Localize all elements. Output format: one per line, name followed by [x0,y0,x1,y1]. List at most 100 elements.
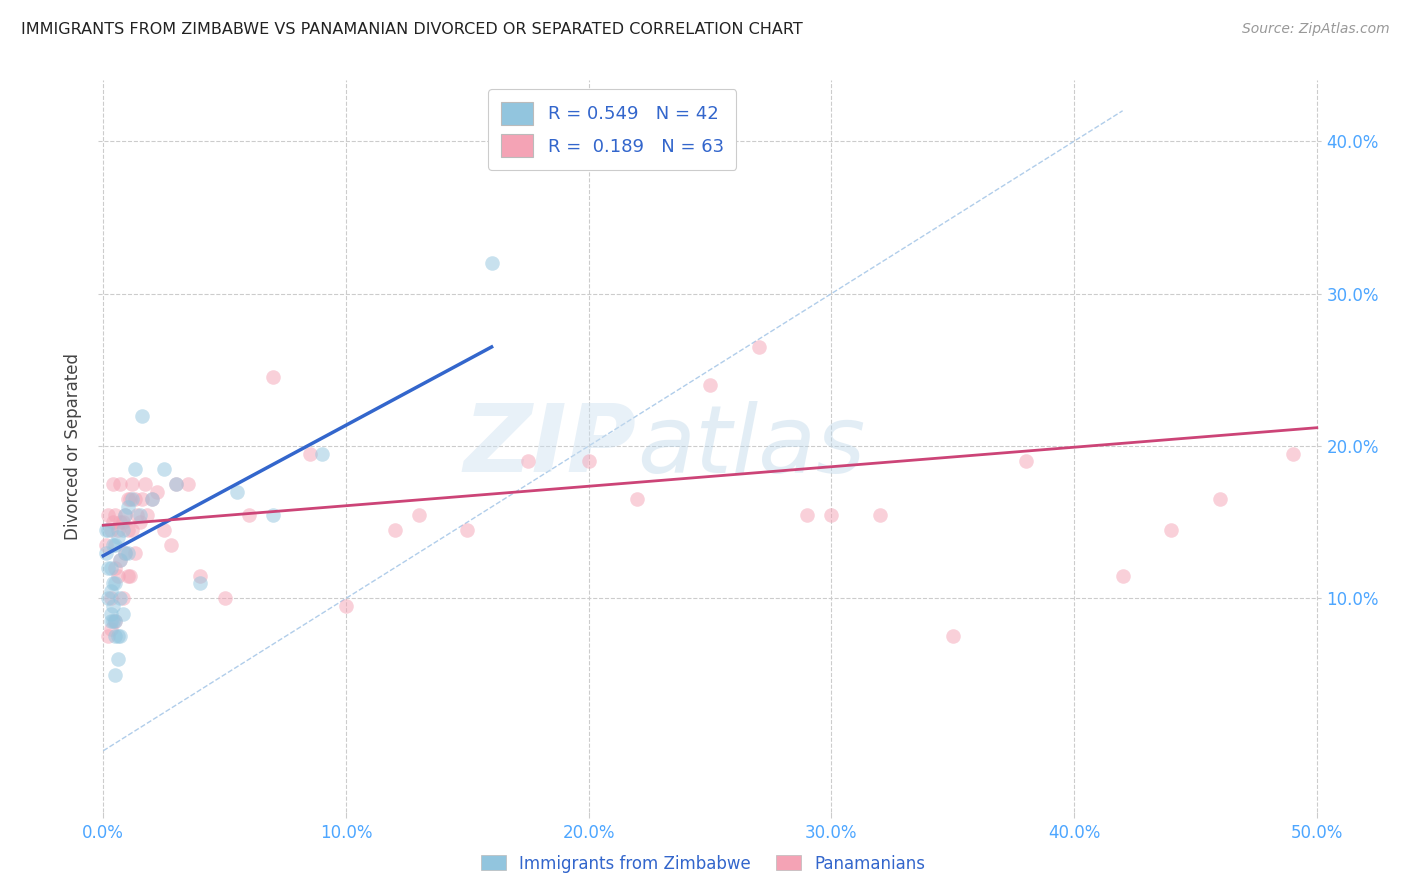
Point [97,508,120,522]
Point [124,462,146,476]
Point [481,256,503,270]
Legend: R = 0.549   N = 42, R =  0.189   N = 63: R = 0.549 N = 42, R = 0.189 N = 63 [488,89,737,170]
Point [104,576,127,591]
Point [177,477,200,491]
Point [117,568,139,582]
Point [188,568,212,582]
Point [128,515,150,529]
Point [107,652,129,666]
Point [238,508,260,522]
Point [1111,568,1133,582]
Point [114,508,136,522]
Point [335,599,357,613]
Point [101,599,124,613]
Point [121,523,143,537]
Point [517,454,540,468]
Point [1281,447,1303,461]
Point [124,492,146,507]
Point [110,553,132,567]
Point [127,508,149,522]
Point [262,508,284,522]
Text: Source: ZipAtlas.com: Source: ZipAtlas.com [1241,22,1389,37]
Point [101,576,124,591]
Point [110,515,132,529]
Point [1160,523,1182,537]
Point [104,614,127,628]
Point [107,530,129,544]
Point [97,561,120,575]
Point [111,591,134,606]
Point [100,614,122,628]
Point [104,630,127,644]
Point [94,546,117,560]
Point [97,591,120,606]
Point [101,515,124,529]
Point [101,614,124,628]
Point [128,508,150,522]
Point [311,447,333,461]
Point [107,523,129,537]
Point [298,447,321,461]
Point [110,630,132,644]
Point [101,538,124,552]
Point [262,370,284,384]
Point [820,508,842,522]
Y-axis label: Divorced or Separated: Divorced or Separated [65,352,83,540]
Text: atlas: atlas [637,401,865,491]
Point [145,484,167,499]
Point [100,583,122,598]
Point [134,477,156,491]
Point [626,492,648,507]
Point [111,607,134,621]
Point [114,508,136,522]
Point [188,576,212,591]
Point [100,561,122,575]
Point [117,492,139,507]
Point [578,454,600,468]
Point [121,492,143,507]
Point [408,508,430,522]
Point [699,378,721,392]
Point [1014,454,1036,468]
Point [107,630,129,644]
Point [114,546,136,560]
Point [869,508,891,522]
Point [124,546,146,560]
Point [110,553,132,567]
Point [153,462,176,476]
Point [100,523,122,537]
Point [165,477,187,491]
Point [104,667,127,681]
Point [117,500,139,514]
Point [165,477,187,491]
Point [117,523,139,537]
Point [114,546,136,560]
Point [748,340,770,354]
Legend: Immigrants from Zimbabwe, Panamanians: Immigrants from Zimbabwe, Panamanians [474,848,932,880]
Point [160,538,183,552]
Point [100,607,122,621]
Point [1208,492,1232,507]
Text: IMMIGRANTS FROM ZIMBABWE VS PANAMANIAN DIVORCED OR SEPARATED CORRELATION CHART: IMMIGRANTS FROM ZIMBABWE VS PANAMANIAN D… [21,22,803,37]
Point [214,591,236,606]
Point [141,492,163,507]
Point [384,523,406,537]
Text: ZIP: ZIP [464,400,637,492]
Point [456,523,478,537]
Point [107,568,129,582]
Point [104,561,127,575]
Point [117,546,139,560]
Point [131,492,153,507]
Point [94,523,117,537]
Point [796,508,818,522]
Point [136,508,159,522]
Point [104,614,127,628]
Point [153,523,176,537]
Point [100,591,122,606]
Point [101,477,124,491]
Point [97,523,120,537]
Point [141,492,163,507]
Point [104,508,127,522]
Point [94,538,117,552]
Point [131,409,153,423]
